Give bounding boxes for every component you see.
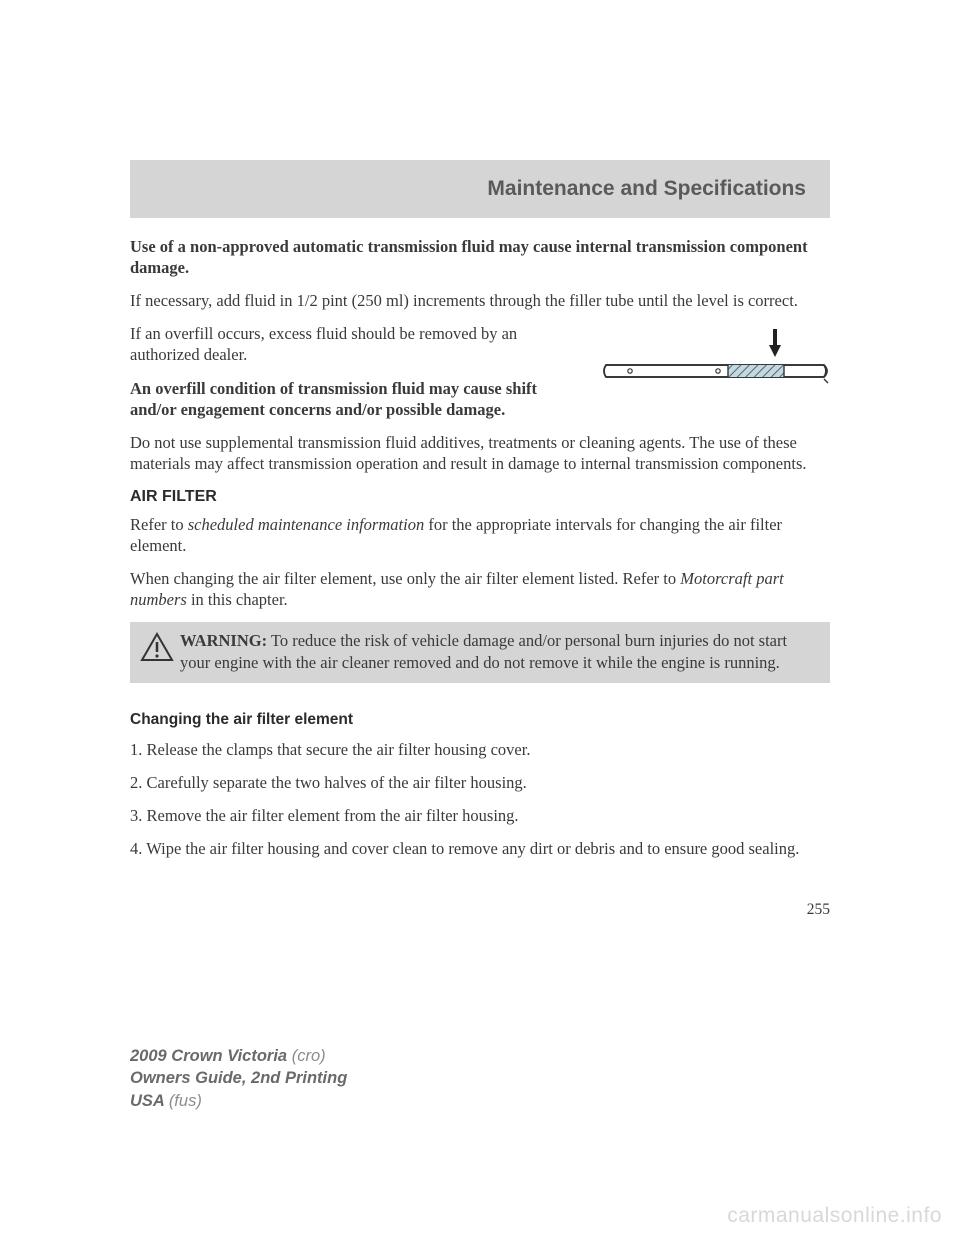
warning-triangle-icon	[140, 632, 174, 662]
step-2: 2. Carefully separate the two halves of …	[130, 772, 830, 793]
change-post: in this chapter.	[187, 590, 288, 609]
footer-model: 2009 Crown Victoria	[130, 1047, 292, 1065]
change-pre: When changing the air filter element, us…	[130, 569, 680, 588]
dipstick-diagram-icon	[600, 327, 830, 397]
step-4: 4. Wipe the air filter housing and cover…	[130, 838, 830, 859]
footer-code-1: (cro)	[292, 1047, 326, 1065]
header-title: Maintenance and Specifications	[487, 177, 806, 201]
footer-region: USA	[130, 1092, 169, 1110]
watermark: carmanualsonline.info	[727, 1204, 942, 1228]
warning-box: WARNING: To reduce the risk of vehicle d…	[130, 622, 830, 682]
step-1: 1. Release the clamps that secure the ai…	[130, 739, 830, 760]
step-3: 3. Remove the air filter element from th…	[130, 805, 830, 826]
paragraph-2: If necessary, add fluid in 1/2 pint (250…	[130, 290, 830, 311]
air-filter-heading: AIR FILTER	[130, 488, 830, 506]
warning-text: To reduce the risk of vehicle damage and…	[180, 631, 787, 671]
warning-paragraph-1: Use of a non-approved automatic transmis…	[130, 236, 830, 278]
refer-pre: Refer to	[130, 515, 188, 534]
refer-italic: scheduled maintenance information	[188, 515, 424, 534]
footer-line-3: USA (fus)	[130, 1090, 347, 1112]
paragraph-5: Do not use supplemental transmission flu…	[130, 432, 830, 474]
warning-label: WARNING:	[180, 631, 267, 650]
air-filter-refer: Refer to scheduled maintenance informati…	[130, 514, 830, 556]
page-header: Maintenance and Specifications	[130, 160, 830, 218]
overfill-block: If an overfill occurs, excess fluid shou…	[130, 323, 830, 431]
footer-block: 2009 Crown Victoria (cro) Owners Guide, …	[130, 1045, 347, 1112]
footer-line-2: Owners Guide, 2nd Printing	[130, 1067, 347, 1089]
footer-line-1: 2009 Crown Victoria (cro)	[130, 1045, 347, 1067]
page-number: 255	[130, 901, 830, 919]
footer-code-2: (fus)	[169, 1092, 202, 1110]
manual-page: Maintenance and Specifications Use of a …	[0, 0, 960, 919]
air-filter-change: When changing the air filter element, us…	[130, 568, 830, 610]
changing-heading: Changing the air filter element	[130, 711, 830, 729]
